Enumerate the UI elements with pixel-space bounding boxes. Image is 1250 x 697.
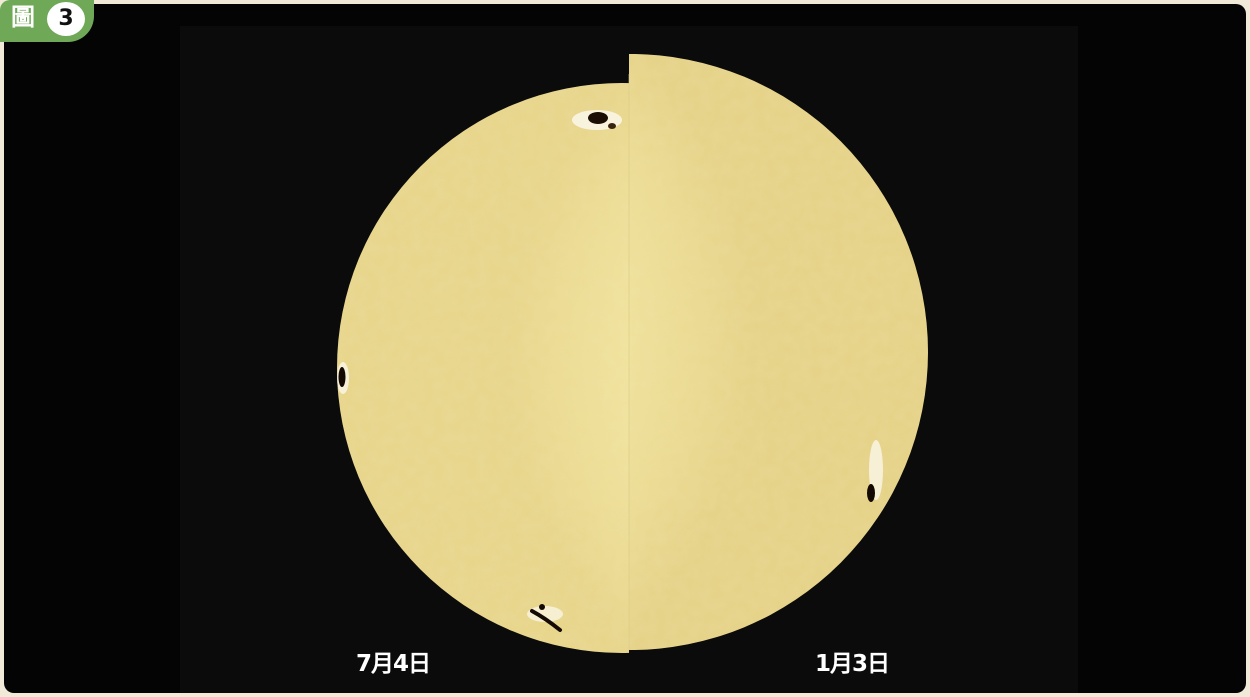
sunspot-left bbox=[337, 362, 349, 394]
figure-label: 圖 bbox=[11, 3, 35, 31]
sunspot-top bbox=[572, 110, 622, 130]
sunspot-bottom bbox=[527, 604, 563, 632]
date-label-july: 7月4日 bbox=[356, 651, 431, 677]
date-label-january: 1月3日 bbox=[815, 651, 890, 677]
figure-number: 3 bbox=[47, 2, 85, 36]
sun-disk-january bbox=[629, 54, 928, 650]
figure-badge: 圖 3 bbox=[0, 0, 94, 42]
sunspot-right bbox=[867, 440, 883, 502]
